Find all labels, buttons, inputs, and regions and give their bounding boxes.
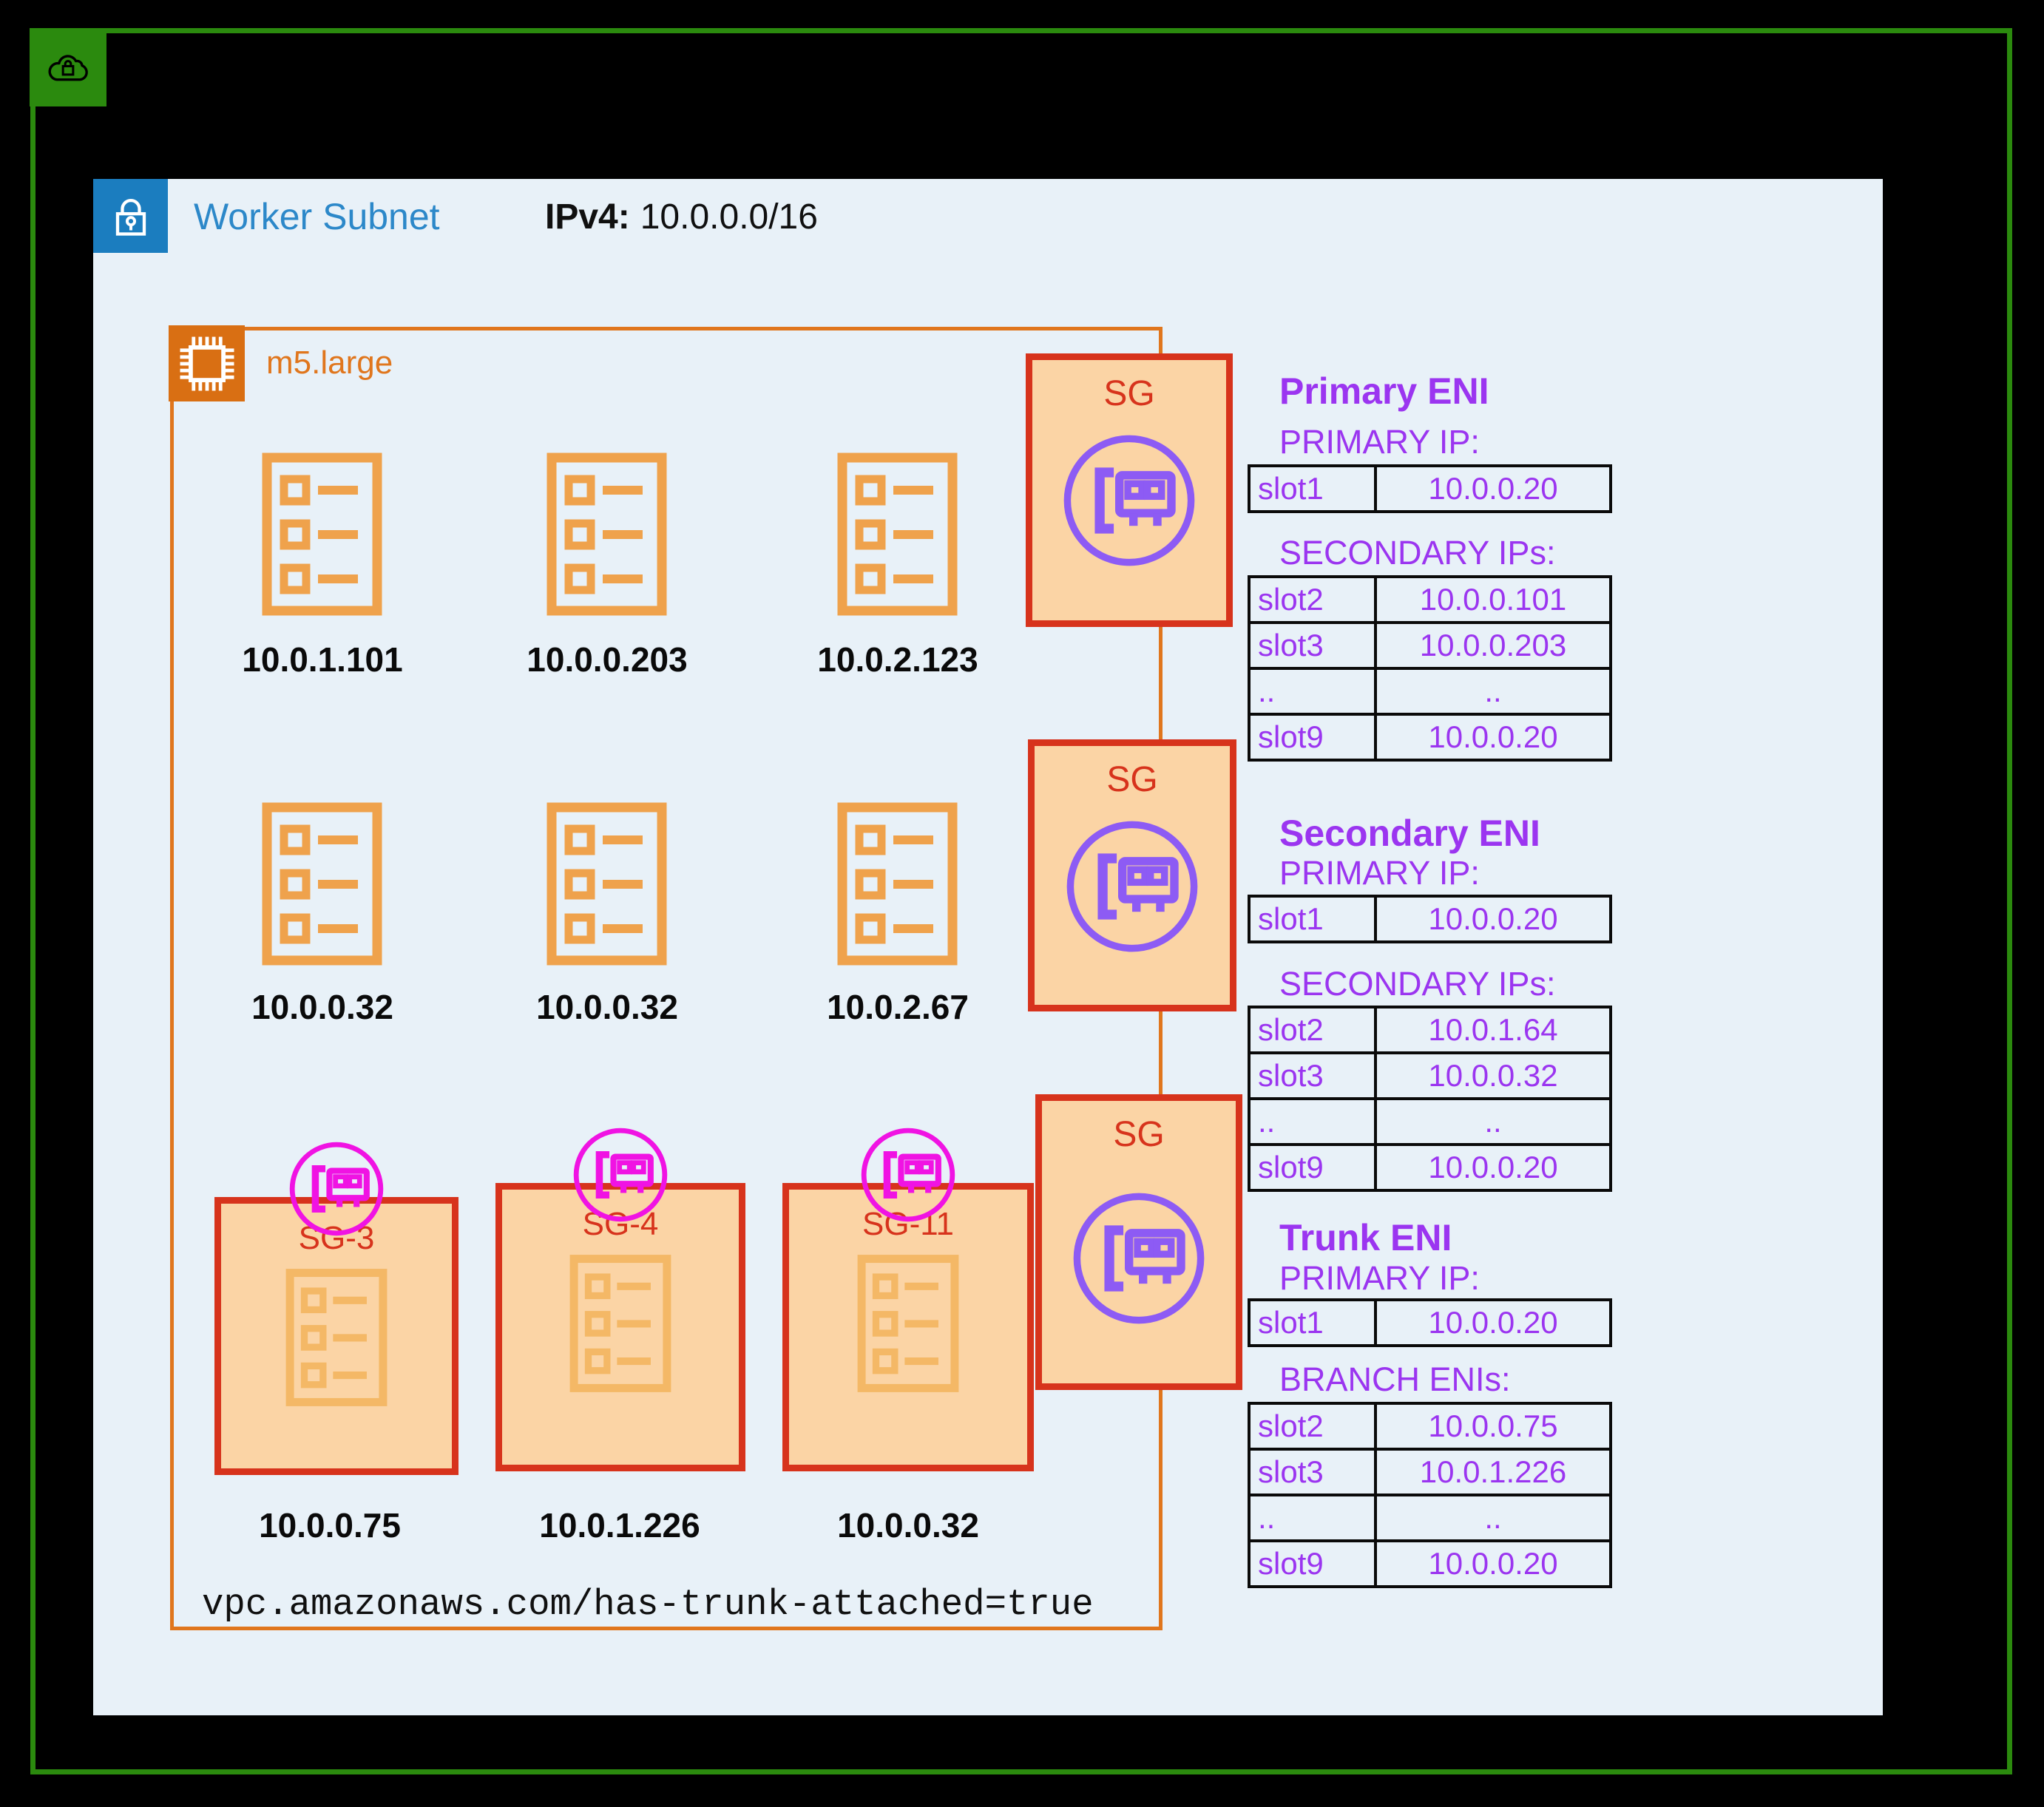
subnet-cidr: IPv4: 10.0.0.0/16 (545, 197, 818, 237)
pod-icon (845, 1253, 971, 1394)
slot-cell: slot3 (1248, 621, 1377, 670)
slot-cell: slot2 (1248, 1402, 1377, 1451)
ip-cell: 10.0.0.32 (1374, 1051, 1612, 1100)
eni-table: slot2 10.0.0.75 slot3 10.0.1.226 .. .. s… (1248, 1402, 1612, 1588)
eni-title: Secondary ENI (1279, 813, 1540, 854)
lock-icon (104, 189, 158, 243)
eni-section-label: SECONDARY IPs: (1279, 534, 1556, 572)
ip-cell: .. (1374, 667, 1612, 716)
pod-icon (545, 801, 669, 967)
ip-cell: 10.0.0.20 (1374, 1143, 1612, 1192)
sg-label: SG (1103, 374, 1155, 413)
subnet-badge (93, 179, 168, 253)
ip-cell: 10.0.0.20 (1374, 464, 1612, 513)
eni-section-label: PRIMARY IP: (1279, 423, 1480, 461)
branch-ip-label: 10.0.0.32 (837, 1506, 979, 1545)
chip-icon (172, 328, 243, 399)
ip-cell: 10.0.0.101 (1374, 575, 1612, 624)
slot-cell: slot2 (1248, 1006, 1377, 1054)
slot-cell: slot1 (1248, 895, 1377, 943)
branch-network-card-icon (858, 1125, 958, 1225)
pod-ip-label: 10.0.0.32 (536, 988, 678, 1026)
network-card-icon (1062, 816, 1202, 957)
branch-sg-box: SG-4 (495, 1183, 745, 1471)
eni-table: slot2 10.0.1.64 slot3 10.0.0.32 .. .. sl… (1248, 1006, 1612, 1192)
branch-ip-label: 10.0.0.75 (259, 1506, 401, 1545)
pod-icon (260, 801, 384, 967)
eni-table: slot1 10.0.0.20 (1248, 1298, 1612, 1347)
slot-cell: .. (1248, 667, 1377, 716)
ip-cell: 10.0.0.20 (1374, 713, 1612, 762)
ip-cell: 10.0.1.64 (1374, 1006, 1612, 1054)
eni-table: slot2 10.0.0.101 slot3 10.0.0.203 .. .. … (1248, 575, 1612, 762)
pod-ip-label: 10.0.1.101 (242, 640, 403, 679)
ip-cell: 10.0.0.20 (1374, 895, 1612, 943)
ipv4-label: IPv4: (545, 197, 630, 237)
slot-cell: slot1 (1248, 1298, 1377, 1347)
eni-section-label: BRANCH ENIs: (1279, 1360, 1511, 1398)
branch-sg-box: SG-3 (214, 1197, 458, 1475)
eni-section-label: PRIMARY IP: (1279, 1259, 1480, 1297)
eni-table: slot1 10.0.0.20 (1248, 464, 1612, 513)
slot-cell: slot3 (1248, 1051, 1377, 1100)
subnet-title: Worker Subnet (194, 196, 440, 237)
slot-cell: slot9 (1248, 1539, 1377, 1588)
cloud-lock-icon (40, 39, 96, 95)
vpc-badge (30, 28, 106, 106)
ip-cell: .. (1374, 1494, 1612, 1542)
ip-cell: 10.0.0.20 (1374, 1298, 1612, 1347)
pod-icon (260, 451, 384, 617)
pod-icon (545, 451, 669, 617)
ip-cell: 10.0.1.226 (1374, 1448, 1612, 1496)
pod-ip-label: 10.0.2.123 (817, 640, 978, 679)
eni-title: Trunk ENI (1279, 1217, 1452, 1258)
eni-section-label: SECONDARY IPs: (1279, 965, 1556, 1003)
slot-cell: slot1 (1248, 464, 1377, 513)
network-card-icon (1059, 430, 1199, 571)
security-group-box: SG (1026, 353, 1233, 627)
eni-table: slot1 10.0.0.20 (1248, 895, 1612, 943)
slot-cell: slot9 (1248, 1143, 1377, 1192)
slot-cell: slot3 (1248, 1448, 1377, 1496)
branch-ip-label: 10.0.1.226 (539, 1506, 700, 1545)
instance-badge (169, 325, 245, 401)
pod-icon (836, 451, 959, 617)
eni-title: Primary ENI (1279, 370, 1489, 412)
pod-ip-label: 10.0.0.32 (251, 988, 393, 1026)
pod-icon (558, 1253, 683, 1394)
sg-label: SG (1106, 760, 1158, 799)
security-group-box: SG (1028, 739, 1236, 1011)
slot-cell: slot9 (1248, 713, 1377, 762)
slot-cell: slot2 (1248, 575, 1377, 624)
eni-section-label: PRIMARY IP: (1279, 854, 1480, 892)
branch-network-card-icon (286, 1139, 387, 1239)
instance-type-label: m5.large (266, 345, 393, 381)
ip-cell: 10.0.0.203 (1374, 621, 1612, 670)
slot-cell: .. (1248, 1097, 1377, 1146)
branch-network-card-icon (570, 1125, 671, 1225)
pod-icon (836, 801, 959, 967)
pod-ip-label: 10.0.0.203 (527, 640, 688, 679)
ip-cell: 10.0.0.75 (1374, 1402, 1612, 1451)
pod-icon (274, 1267, 399, 1408)
network-card-icon (1069, 1188, 1209, 1329)
sg-label: SG (1113, 1115, 1165, 1154)
pod-ip-label: 10.0.2.67 (827, 988, 969, 1026)
vpc-boundary (30, 28, 2012, 1774)
ip-cell: 10.0.0.20 (1374, 1539, 1612, 1588)
ipv4-value: 10.0.0.0/16 (640, 197, 818, 237)
trunk-annotation: vpc.amazonaws.com/has-trunk-attached=tru… (202, 1584, 1094, 1625)
slot-cell: .. (1248, 1494, 1377, 1542)
ip-cell: .. (1374, 1097, 1612, 1146)
branch-sg-label: SG-11 (862, 1206, 954, 1242)
branch-sg-box: SG-11 (782, 1183, 1034, 1471)
security-group-box: SG (1035, 1094, 1242, 1390)
